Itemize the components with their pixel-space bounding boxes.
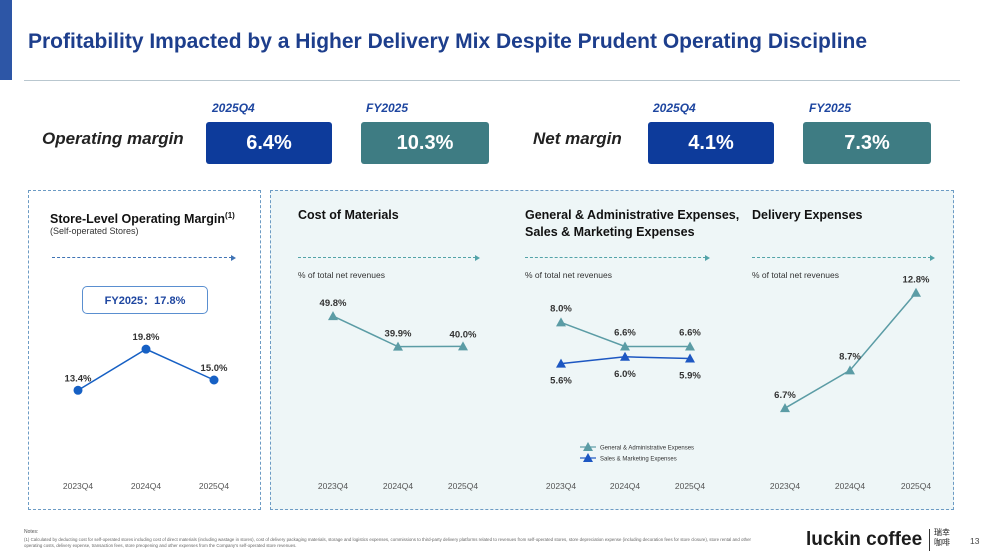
ga-sm-legend-marker-0 xyxy=(583,442,593,451)
materials-x-tick-label-0: 2023Q4 xyxy=(318,481,349,491)
store-x-tick-label-1: 2024Q4 xyxy=(131,481,162,491)
store-margin-subtitle: (Self-operated Stores) xyxy=(50,226,139,236)
delivery-series-0-point-2 xyxy=(911,287,921,297)
delivery-unit-label: % of total net revenues xyxy=(752,270,839,280)
ga_sm-x-tick-label-0: 2023Q4 xyxy=(546,481,577,491)
store-margin-title: Store-Level Operating Margin(1) xyxy=(50,211,235,227)
ga-sm-rule-arrowhead xyxy=(705,255,710,261)
store-series-0-data-label-0: 13.4% xyxy=(65,373,92,384)
materials-series-0-point-0 xyxy=(328,311,338,321)
ga_sm-series-0-point-1 xyxy=(620,341,630,351)
operating-margin-label: Operating margin xyxy=(42,129,184,148)
materials-series-0-point-2 xyxy=(458,341,468,351)
ga_sm-series-1-data-label-2: 5.9% xyxy=(679,371,701,382)
store-series-0-point-2 xyxy=(209,375,219,385)
notes-text: (1) Calculated by deducting cost for sel… xyxy=(24,537,752,548)
store-series-0-data-label-1: 19.8% xyxy=(133,332,160,343)
operating-margin-q-value: 6.4% xyxy=(206,122,332,164)
page-number: 13 xyxy=(970,536,980,546)
materials-series-0-data-label-0: 49.8% xyxy=(320,298,347,309)
materials-series-0-point-1 xyxy=(393,341,403,351)
page-title: Profitability Impacted by a Higher Deliv… xyxy=(28,30,868,53)
ga_sm-series-1-data-label-1: 6.0% xyxy=(614,369,636,380)
store-margin-panel xyxy=(28,190,261,510)
ga-sm-title: General & Administrative Expenses, Sales… xyxy=(525,208,740,239)
store-rule-arrowhead xyxy=(231,255,236,261)
footnote-marker: (1) xyxy=(225,211,235,220)
ga_sm-series-0-data-label-1: 6.6% xyxy=(614,327,636,338)
ga_sm-x-tick-label-1: 2024Q4 xyxy=(610,481,641,491)
net-margin-label: Net margin xyxy=(533,129,622,148)
delivery-x-tick-label-1: 2024Q4 xyxy=(835,481,866,491)
delivery-series-0-data-label-0: 6.7% xyxy=(774,390,796,401)
notes-label: Notes: xyxy=(24,529,39,535)
delivery-x-tick-label-2: 2025Q4 xyxy=(901,481,932,491)
ga_sm-series-0-data-label-0: 8.0% xyxy=(550,303,572,314)
materials-x-tick-label-1: 2024Q4 xyxy=(383,481,414,491)
materials-x-tick-label-2: 2025Q4 xyxy=(448,481,479,491)
ga_sm-series-1-point-2 xyxy=(685,353,695,363)
store-series-0-point-1 xyxy=(141,344,151,354)
store-x-tick-label-0: 2023Q4 xyxy=(63,481,94,491)
operating-margin-fy-period: FY2025 xyxy=(366,101,409,115)
ga-sm-legend-marker-1 xyxy=(583,453,593,462)
net-margin-fy-period: FY2025 xyxy=(809,101,852,115)
delivery-series-0-data-label-2: 12.8% xyxy=(903,275,930,286)
store-title-rule xyxy=(52,257,232,258)
store-fy2025-badge: FY2025：17.8% xyxy=(82,286,208,314)
title-accent-bar xyxy=(0,0,12,80)
delivery-title-rule xyxy=(752,257,931,258)
materials-title-rule xyxy=(298,257,476,258)
ga_sm-series-0-point-2 xyxy=(685,341,695,351)
operating-margin-q-period: 2025Q4 xyxy=(212,101,255,115)
materials-series-0-data-label-1: 39.9% xyxy=(385,329,412,340)
delivery-series-0-point-1 xyxy=(845,365,855,375)
operating-margin-fy-value: 10.3% xyxy=(361,122,489,164)
ga_sm-x-tick-label-2: 2025Q4 xyxy=(675,481,706,491)
materials-rule-arrowhead xyxy=(475,255,480,261)
store-series-0-point-0 xyxy=(73,385,83,395)
materials-series-0-data-label-2: 40.0% xyxy=(450,329,477,340)
delivery-series-0-point-0 xyxy=(780,403,790,413)
delivery-rule-arrowhead xyxy=(930,255,935,261)
net-margin-fy-value: 7.3% xyxy=(803,122,931,164)
store-series-0-data-label-2: 15.0% xyxy=(201,363,228,374)
delivery-series-0-data-label-1: 8.7% xyxy=(839,351,861,362)
net-margin-q-value: 4.1% xyxy=(648,122,774,164)
brand-logo-cn: 瑞幸咖啡 xyxy=(934,528,950,547)
net-margin-q-period: 2025Q4 xyxy=(653,101,696,115)
ga-sm-unit-label: % of total net revenues xyxy=(525,270,612,280)
ga-sm-legend-entry-1: Sales & Marketing Expenses xyxy=(600,457,677,463)
ga_sm-series-1-data-label-0: 5.6% xyxy=(550,376,572,387)
brand-divider xyxy=(929,529,930,551)
title-divider xyxy=(24,80,960,81)
delivery-title: Delivery Expenses xyxy=(752,208,863,222)
store-series-0-line xyxy=(77,348,215,391)
ga-sm-legend-entry-0: General & Administrative Expenses xyxy=(600,446,694,452)
materials-unit-label: % of total net revenues xyxy=(298,270,385,280)
ga_sm-series-1-point-0 xyxy=(556,358,566,368)
ga_sm-series-0-data-label-2: 6.6% xyxy=(679,327,701,338)
brand-logo: luckin coffee xyxy=(806,529,923,550)
ga_sm-series-0-point-0 xyxy=(556,317,566,327)
expense-panel xyxy=(270,190,954,510)
materials-title: Cost of Materials xyxy=(298,208,399,222)
ga-sm-title-rule xyxy=(525,257,706,258)
delivery-x-tick-label-0: 2023Q4 xyxy=(770,481,801,491)
store-x-tick-label-2: 2025Q4 xyxy=(199,481,230,491)
ga_sm-series-1-point-1 xyxy=(620,351,630,361)
